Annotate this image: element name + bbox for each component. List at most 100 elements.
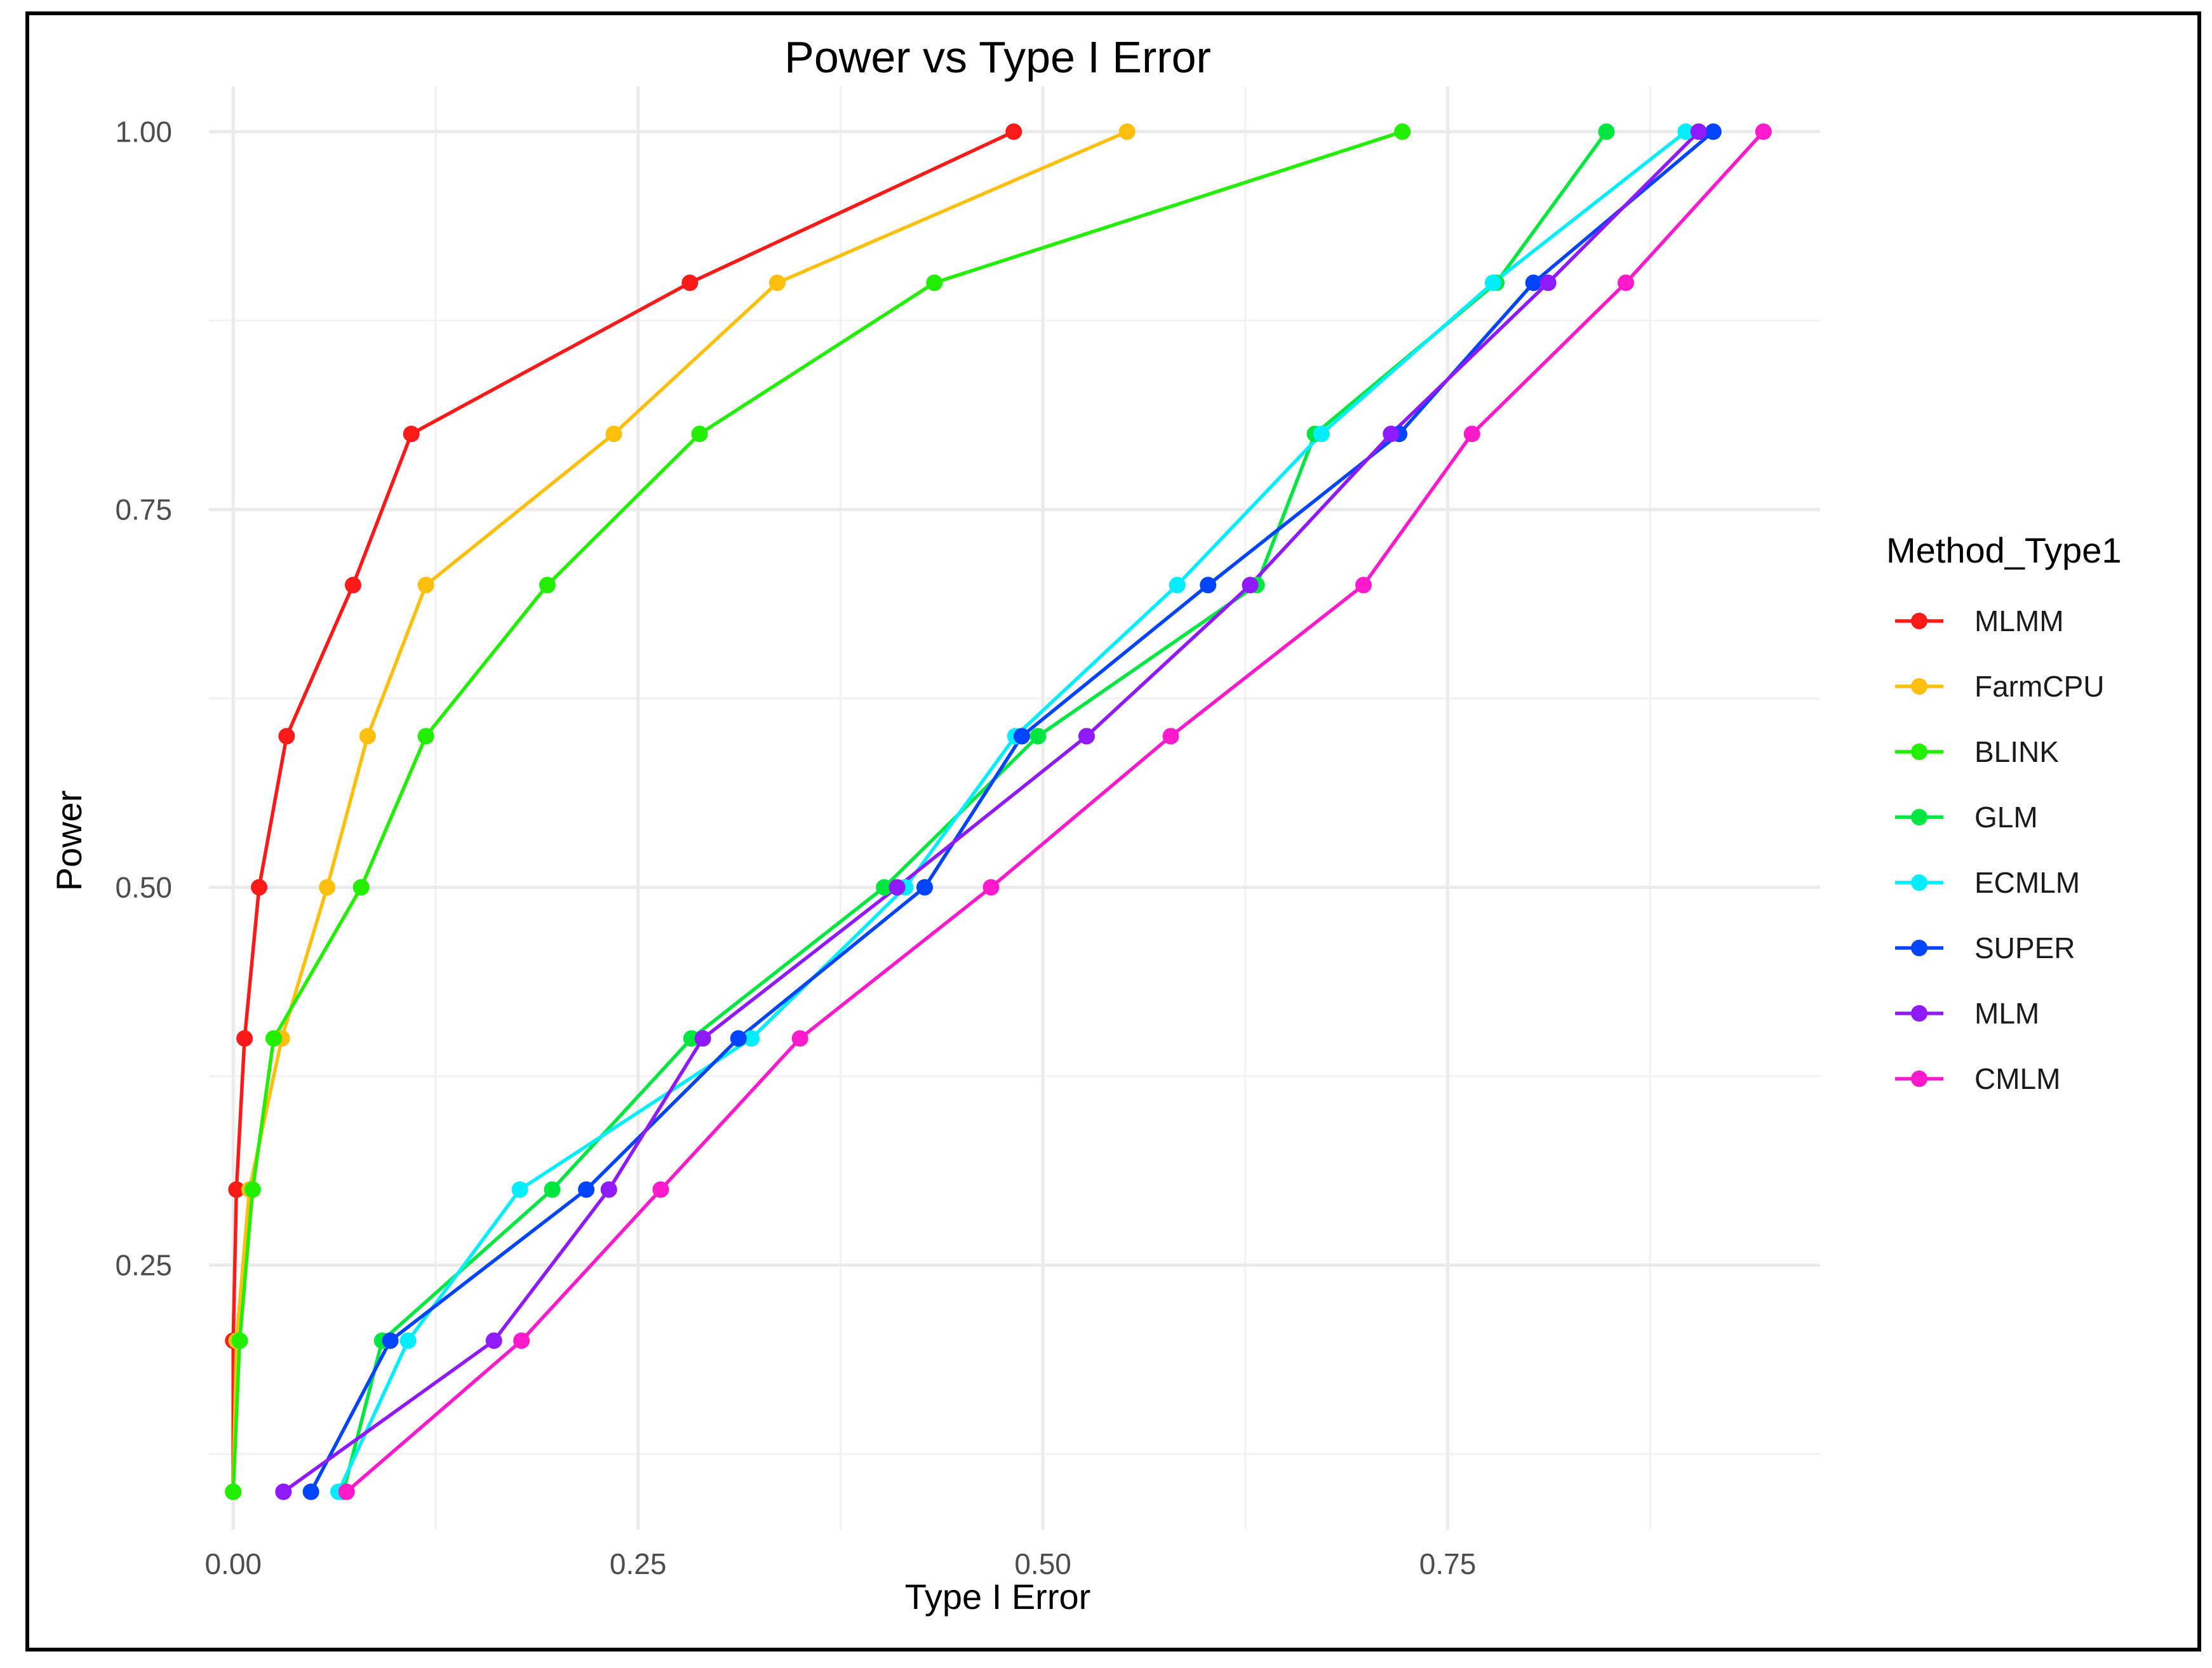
data-point-cmlm — [1355, 577, 1372, 594]
y-axis-title: Power — [49, 791, 89, 891]
legend-item-mlm: MLM — [1895, 997, 2039, 1030]
data-point-blink — [244, 1181, 261, 1198]
data-point-blink — [1394, 123, 1411, 140]
data-point-mlmm — [344, 577, 361, 594]
data-point-glm — [683, 1030, 700, 1047]
data-point-mlm — [1078, 728, 1095, 745]
data-point-blink — [691, 425, 708, 443]
data-point-ecmlm — [1169, 577, 1186, 594]
legend-key-point — [1911, 744, 1927, 760]
data-point-glm — [1598, 123, 1615, 140]
legend-item-mlmm: MLMM — [1895, 604, 2064, 637]
chart-svg: 0.00 0.25 0.50 0.75 0.25 0.50 0.75 1.00 Power … — [49, 32, 2121, 1617]
legend-item-cmlm: CMLM — [1895, 1062, 2060, 1095]
legend-label: SUPER — [1974, 931, 2075, 964]
data-point-farmcpu — [768, 274, 786, 291]
data-point-ecmlm — [1677, 123, 1694, 140]
legend-item-blink: BLINK — [1895, 735, 2059, 768]
data-point-blink — [539, 577, 556, 594]
data-point-mlm — [600, 1181, 617, 1198]
data-point-mlm — [888, 879, 906, 896]
legend-item-farmcpu: FarmCPU — [1895, 670, 2104, 703]
data-point-farmcpu — [359, 728, 376, 745]
series-points — [225, 123, 1772, 1500]
data-point-mlm — [1690, 123, 1707, 140]
legend: Method_Type1 MLMM FarmCPU BLINK GLM ECMLM SUP… — [1886, 530, 2121, 1095]
series-line-super — [309, 130, 1715, 1493]
legend-key-point — [1911, 874, 1927, 891]
series-line-farmcpu — [231, 130, 1128, 1492]
data-point-ecmlm — [743, 1030, 760, 1047]
chart-title: Power vs Type I Error — [784, 32, 1211, 82]
data-point-cmlm — [982, 879, 1000, 896]
data-point-super — [916, 879, 933, 896]
data-point-mlm — [275, 1483, 292, 1500]
x-axis-title: Type I Error — [905, 1577, 1091, 1617]
data-point-super — [1705, 123, 1722, 140]
data-point-blink — [417, 728, 434, 745]
grid-minor — [209, 86, 1820, 1530]
data-point-blink — [926, 274, 943, 291]
data-point-ecmlm — [1313, 425, 1330, 443]
data-point-farmcpu — [417, 577, 434, 594]
legend-key-point — [1911, 1005, 1927, 1022]
data-point-farmcpu — [1118, 123, 1136, 140]
data-point-mlm — [485, 1332, 502, 1349]
data-point-super — [1013, 728, 1030, 745]
x-tick-label: 0.25 — [610, 1547, 667, 1580]
data-point-glm — [876, 879, 893, 896]
data-point-cmlm — [791, 1030, 808, 1047]
data-point-farmcpu — [319, 879, 336, 896]
data-point-mlmm — [228, 1181, 245, 1198]
series-line-cmlm — [345, 130, 1765, 1493]
legend-label: BLINK — [1974, 735, 2059, 768]
data-point-mlmm — [681, 274, 699, 291]
data-point-mlmm — [1005, 123, 1022, 140]
data-point-super — [578, 1181, 595, 1198]
legend-key-point — [1911, 1071, 1927, 1087]
legend-label: MLMM — [1974, 604, 2064, 637]
data-point-ecmlm — [511, 1181, 528, 1198]
data-point-mlm — [1242, 577, 1259, 594]
y-tick-label: 0.50 — [115, 871, 172, 904]
data-point-blink — [225, 1483, 242, 1500]
data-point-cmlm — [1463, 425, 1480, 443]
data-point-farmcpu — [605, 425, 622, 443]
data-point-mlmm — [403, 425, 420, 443]
data-point-mlmm — [236, 1030, 253, 1047]
series-lines — [231, 130, 1765, 1493]
data-point-cmlm — [1755, 123, 1772, 140]
data-point-mlmm — [278, 728, 295, 745]
data-point-cmlm — [513, 1332, 530, 1349]
y-tick-label: 0.25 — [115, 1248, 172, 1281]
legend-label: GLM — [1974, 801, 2038, 834]
data-point-ecmlm — [1484, 274, 1501, 291]
data-point-super — [1525, 274, 1542, 291]
legend-key-point — [1911, 678, 1927, 695]
legend-item-glm: GLM — [1895, 801, 2038, 834]
legend-item-super: SUPER — [1895, 931, 2075, 964]
x-tick-label: 0.75 — [1419, 1547, 1477, 1580]
series-line-ecmlm — [337, 130, 1687, 1493]
series-line-mlm — [282, 130, 1700, 1493]
data-point-super — [382, 1332, 399, 1349]
legend-key-point — [1911, 940, 1927, 956]
legend-label: ECMLM — [1974, 866, 2080, 899]
legend-label: FarmCPU — [1974, 670, 2104, 703]
data-point-mlmm — [251, 879, 268, 896]
x-tick-label: 0.00 — [204, 1547, 262, 1580]
legend-title: Method_Type1 — [1886, 530, 2121, 570]
y-tick-labels: 0.25 0.50 0.75 1.00 — [115, 115, 172, 1281]
data-point-glm — [544, 1181, 561, 1198]
x-tick-labels: 0.00 0.25 0.50 0.75 — [204, 1547, 1476, 1580]
data-point-cmlm — [338, 1483, 355, 1500]
data-point-cmlm — [1162, 728, 1179, 745]
data-point-mlm — [694, 1030, 711, 1047]
data-point-blink — [265, 1030, 282, 1047]
series-line-blink — [231, 130, 1404, 1492]
data-point-glm — [1029, 728, 1047, 745]
data-point-ecmlm — [399, 1332, 417, 1349]
chart-frame: 0.00 0.25 0.50 0.75 0.25 0.50 0.75 1.00 Power … — [25, 11, 2201, 1651]
data-point-cmlm — [652, 1181, 669, 1198]
data-point-blink — [231, 1332, 248, 1349]
